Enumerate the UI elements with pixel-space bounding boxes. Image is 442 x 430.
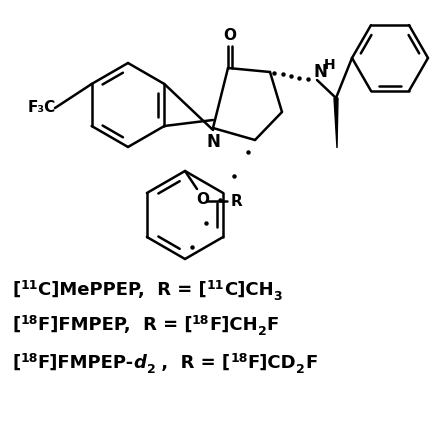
- Text: N: N: [313, 63, 327, 81]
- Text: F: F: [305, 354, 317, 372]
- Text: 18: 18: [230, 352, 248, 365]
- Text: H: H: [324, 58, 336, 72]
- Text: 18: 18: [20, 352, 38, 365]
- Text: F]FMPEP,  R = [: F]FMPEP, R = [: [38, 316, 192, 334]
- Text: N: N: [206, 133, 220, 151]
- Text: 18: 18: [20, 314, 38, 327]
- Text: [: [: [12, 354, 20, 372]
- Text: 2: 2: [296, 363, 305, 376]
- Text: C]CH: C]CH: [224, 281, 273, 299]
- Text: R: R: [231, 194, 243, 209]
- Text: 2: 2: [146, 363, 155, 376]
- Text: F]CH: F]CH: [210, 316, 258, 334]
- Text: F]FMPEP-: F]FMPEP-: [38, 354, 133, 372]
- Polygon shape: [334, 98, 338, 148]
- Text: O: O: [224, 28, 236, 43]
- Text: [: [: [12, 316, 20, 334]
- Text: 2: 2: [258, 325, 267, 338]
- Text: 11: 11: [20, 279, 38, 292]
- Text: 3: 3: [273, 290, 282, 303]
- Text: F₃C: F₃C: [28, 101, 56, 116]
- Text: ,  R = [: , R = [: [155, 354, 230, 372]
- Text: O: O: [197, 191, 210, 206]
- Text: 11: 11: [206, 279, 224, 292]
- Text: d: d: [133, 354, 146, 372]
- Text: 18: 18: [192, 314, 210, 327]
- Text: F: F: [267, 316, 279, 334]
- Text: C]MePPEP,  R = [: C]MePPEP, R = [: [38, 281, 206, 299]
- Text: [: [: [12, 281, 20, 299]
- Text: F]CD: F]CD: [248, 354, 296, 372]
